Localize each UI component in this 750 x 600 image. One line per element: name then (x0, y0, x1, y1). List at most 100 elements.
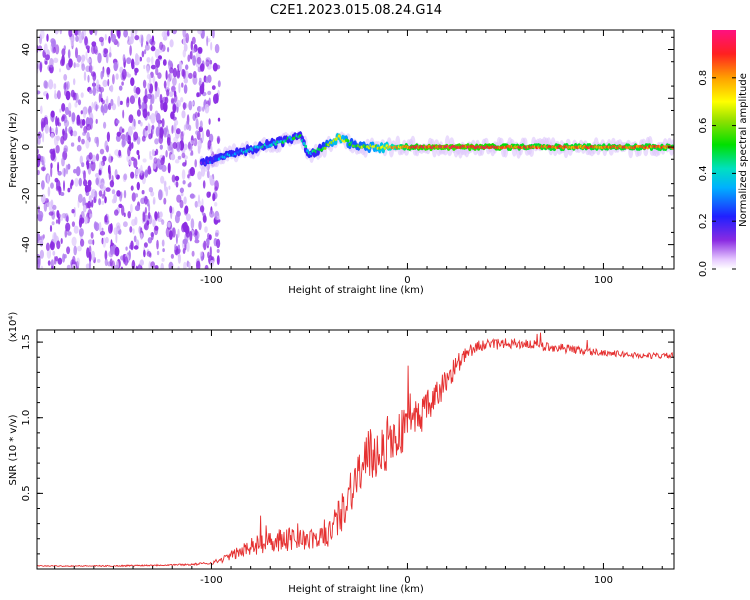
noise-speckle (118, 203, 123, 209)
noise-speckle (50, 166, 53, 178)
noise-speckle (134, 67, 139, 73)
noise-speckle (37, 169, 40, 176)
noise-speckle (56, 90, 61, 100)
snr-ylabel: SNR (10 * v/v) (8, 414, 19, 485)
noise-speckle (94, 30, 98, 36)
noise-speckle (80, 92, 84, 98)
noise-speckle (114, 246, 120, 257)
noise-speckle (111, 189, 116, 195)
noise-speckle (210, 41, 213, 51)
noise-speckle (174, 175, 180, 182)
noise-speckle (155, 67, 159, 76)
noise-speckle (67, 187, 71, 193)
noise-speckle (168, 59, 171, 70)
noise-speckle (50, 151, 55, 161)
noise-speckle (124, 256, 129, 266)
noise-speckle (50, 132, 55, 139)
noise-speckle (162, 59, 167, 66)
noise-speckle (145, 125, 149, 131)
noise-speckle (142, 158, 147, 163)
noise-speckle (152, 196, 156, 203)
noise-speckle (154, 211, 158, 220)
noise-speckle (167, 46, 170, 53)
noise-speckle (196, 56, 202, 65)
noise-speckle (89, 213, 93, 219)
noise-speckle (133, 245, 139, 250)
x-tick-label: 100 (594, 575, 613, 586)
noise-speckle (100, 182, 105, 192)
noise-speckle (205, 238, 210, 243)
noise-speckle (191, 48, 197, 53)
noise-speckle (152, 124, 155, 135)
noise-speckle (52, 232, 57, 243)
y-tick-label: 1.5 (21, 334, 32, 350)
noise-speckle (166, 137, 171, 146)
noise-speckle (158, 55, 162, 60)
noise-speckle (65, 222, 71, 232)
noise-speckle (199, 251, 203, 257)
noise-speckle (192, 75, 198, 85)
noise-speckle (167, 77, 170, 88)
noise-speckle (99, 160, 104, 171)
noise-speckle (156, 239, 159, 250)
snr-multiplier: (x10⁴) (8, 312, 19, 343)
noise-speckle (68, 58, 73, 68)
noise-speckle (115, 73, 119, 80)
noise-speckle (67, 49, 71, 59)
noise-speckle (172, 116, 177, 121)
noise-speckle (196, 260, 201, 269)
noise-speckle (113, 61, 118, 72)
noise-speckle (49, 241, 55, 251)
noise-speckle (114, 264, 119, 269)
noise-speckle (55, 219, 59, 224)
noise-speckle (199, 205, 205, 213)
noise-speckle (173, 90, 177, 98)
noise-speckle (76, 144, 82, 152)
y-tick-label: -40 (21, 236, 32, 252)
noise-speckle (191, 36, 196, 45)
noise-speckle (40, 105, 43, 114)
noise-speckle (140, 121, 143, 127)
snr-marks (37, 332, 674, 568)
noise-speckle (68, 30, 73, 38)
noise-speckle (108, 224, 113, 234)
noise-speckle (53, 46, 56, 54)
noise-speckle (180, 192, 184, 197)
noise-speckle (130, 185, 134, 191)
noise-speckle (106, 66, 111, 75)
noise-speckle (182, 69, 186, 80)
noise-speckle (183, 84, 188, 94)
noise-speckle (101, 227, 104, 232)
noise-speckle (83, 71, 87, 81)
colorbar-gradient (712, 30, 736, 269)
noise-speckle (170, 97, 175, 104)
noise-speckle (115, 119, 120, 124)
noise-speckle (182, 238, 188, 245)
noise-speckle (188, 100, 193, 111)
noise-speckle (75, 47, 78, 59)
noise-speckle (146, 65, 150, 74)
noise-speckle (192, 55, 197, 66)
noise-speckle (164, 133, 167, 138)
noise-speckle (78, 177, 83, 187)
noise-speckle (73, 245, 77, 256)
noise-speckle (201, 81, 205, 90)
noise-speckle (197, 171, 202, 180)
noise-speckle (79, 155, 84, 165)
noise-speckle (144, 44, 150, 51)
noise-speckle (76, 119, 81, 126)
colorbar-tick-label: 0.2 (698, 213, 709, 229)
noise-speckle (150, 191, 155, 197)
noise-speckle (74, 177, 79, 187)
noise-speckle (123, 190, 127, 199)
colorbar: 0.0 0.2 0.4 0.6 0.8 Normalized spectral ampl… (698, 30, 749, 277)
noise-speckle (209, 210, 215, 218)
noise-speckle (116, 131, 122, 137)
noise-speckle (148, 74, 152, 85)
noise-speckle (110, 239, 113, 248)
noise-speckle (41, 159, 45, 166)
noise-speckle (204, 226, 208, 233)
noise-speckle (104, 250, 108, 261)
noise-speckle (50, 110, 55, 118)
noise-speckle (174, 213, 180, 224)
